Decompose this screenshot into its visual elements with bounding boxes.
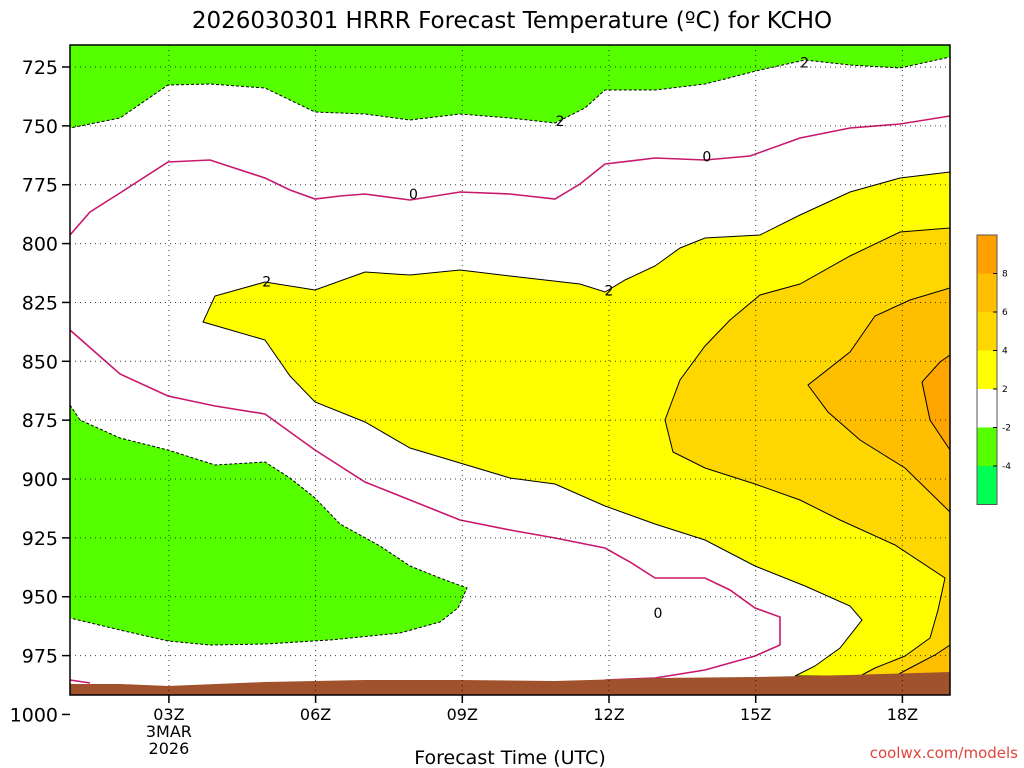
y-tick-label: 900	[22, 469, 58, 491]
plot-frame	[69, 44, 951, 696]
x-date-label: 3MAR	[146, 722, 192, 741]
contour-label: 2	[800, 55, 809, 71]
y-tick-label: 800	[22, 234, 58, 256]
y-tick-label: 1000	[10, 704, 58, 726]
warm-region-deep-orange	[921, 354, 950, 451]
warm-region-lower-right	[894, 644, 950, 677]
y-tick-label: 850	[22, 351, 58, 373]
colorbar-tick-label: 4	[1002, 347, 1008, 357]
contour-label: 2	[556, 114, 565, 130]
y-tick-label: 750	[22, 116, 58, 138]
contour-label: 0	[653, 606, 662, 622]
colorbar-bin	[977, 427, 997, 466]
zero-isotherm-corner	[70, 679, 91, 684]
colorbar-tick-label: -4	[1002, 462, 1011, 472]
colorbar-bin	[977, 350, 997, 389]
contour-label: 2	[262, 274, 271, 290]
x-tick-label: 03Z	[153, 705, 184, 724]
y-tick-label: 975	[22, 646, 58, 668]
grid-lines	[70, 45, 950, 695]
colorbar: 8 6 4 2 -2 -4	[976, 234, 1011, 505]
y-tick-label: 825	[22, 292, 58, 314]
y-tick-label: 950	[22, 587, 58, 609]
x-date-label: 2026	[149, 739, 190, 758]
ground-surface	[70, 672, 950, 695]
colorbar-bin	[977, 273, 997, 312]
colorbar-frame	[976, 234, 998, 505]
y-tick-label: 875	[22, 410, 58, 432]
colorbar-tick-label: 2	[1002, 385, 1008, 395]
y-tick-label: 925	[22, 528, 58, 550]
contour-labels: 2 2 0 0 2 2 0	[262, 55, 809, 622]
warm-region-orange	[807, 287, 950, 513]
colorbar-bin	[977, 466, 997, 505]
x-tick-label: 09Z	[447, 705, 478, 724]
x-tick-label: 12Z	[593, 705, 624, 724]
credit-text: coolwx.com/models	[870, 744, 1018, 762]
cold-region-top	[70, 45, 950, 129]
plot-area: 2 2 0 0 2 2 0	[70, 45, 950, 695]
contour-label: 0	[702, 149, 711, 165]
colorbar-tick-label: -2	[1002, 424, 1011, 434]
colorbar-bin	[977, 389, 997, 428]
colorbar-bin	[977, 312, 997, 351]
chart-title: 2026030301 HRRR Forecast Temperature (ºC…	[192, 8, 832, 34]
contour-label: 0	[409, 187, 418, 203]
x-tick-label: 06Z	[300, 705, 331, 724]
colorbar-bin	[977, 235, 997, 274]
x-tick-label: 18Z	[887, 705, 918, 724]
colorbar-tick-label: 6	[1002, 308, 1008, 318]
y-tick-label: 775	[22, 175, 58, 197]
x-tick-label: 15Z	[740, 705, 771, 724]
x-axis-label: Forecast Time (UTC)	[414, 747, 605, 768]
colorbar-tick-label: 8	[1002, 270, 1008, 280]
y-axis: 725 750 775 800 825 850 875 900 925 950 975 1000	[10, 57, 70, 726]
contour-label: 2	[605, 284, 614, 300]
y-tick-label: 725	[22, 57, 58, 79]
zero-isotherm-upper	[70, 115, 950, 236]
